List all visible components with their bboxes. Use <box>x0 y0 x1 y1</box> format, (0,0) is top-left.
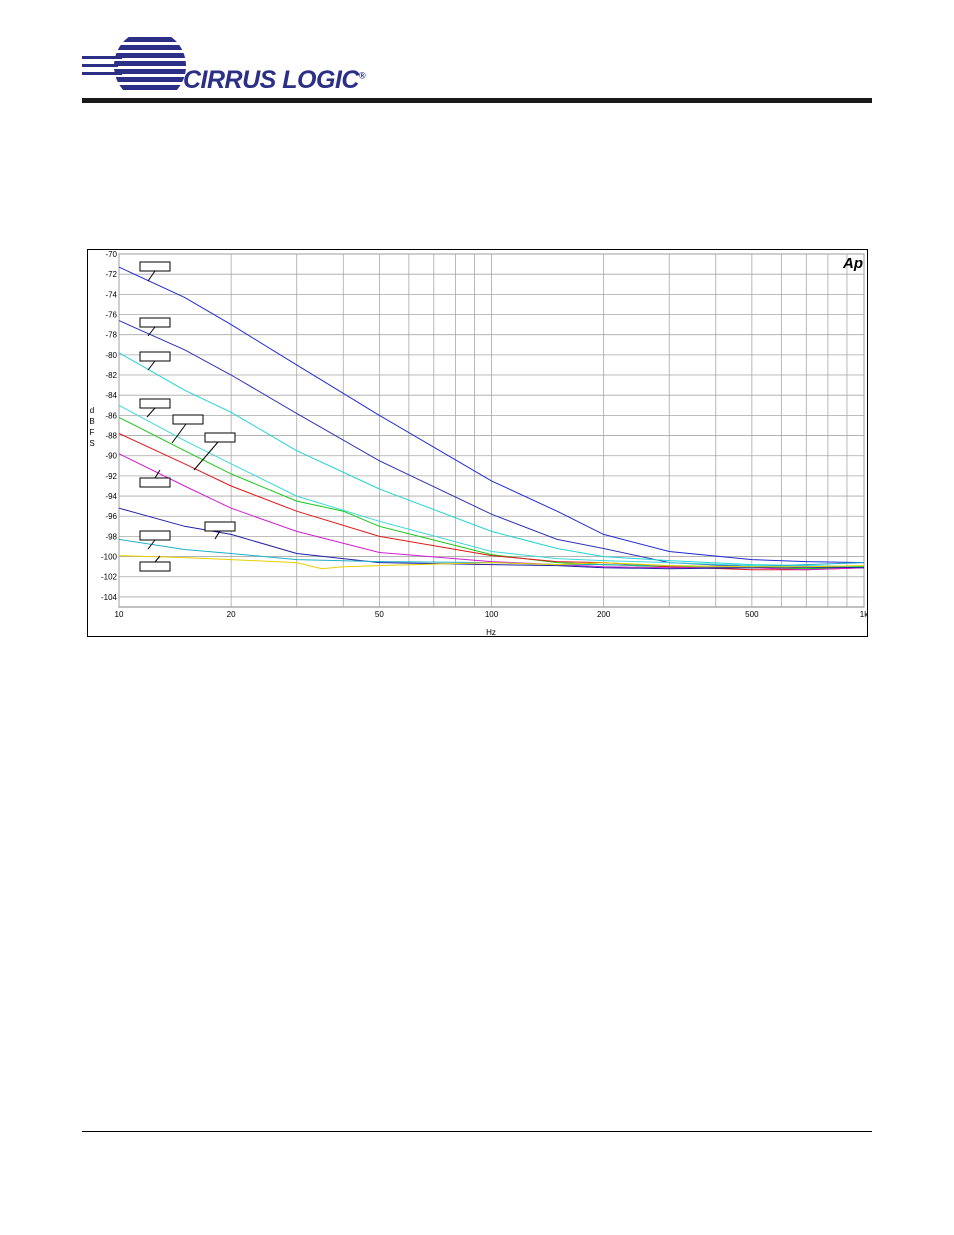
y-tick-label: -70 <box>105 250 117 259</box>
x-tick-label: 200 <box>597 610 611 619</box>
callout-leader-10 <box>154 555 161 563</box>
series-line-8 <box>118 507 865 570</box>
y-tick-label: -96 <box>105 512 117 521</box>
callout-leader-7 <box>154 469 161 479</box>
series-line-3 <box>118 352 865 568</box>
callout-leader-6 <box>193 441 219 471</box>
callout-leader-5 <box>171 423 187 444</box>
ap-badge: Ap <box>842 255 863 272</box>
y-tick-label: -100 <box>101 553 118 562</box>
y-tick-label: -82 <box>105 371 117 380</box>
y-axis-letter: B <box>89 417 94 426</box>
footer-divider <box>82 1131 872 1132</box>
x-tick-labels: 10 20 50 100 200 500 1k <box>115 610 870 619</box>
callout-box-8 <box>204 521 236 532</box>
callout-leader-3 <box>147 360 156 371</box>
chart-grid <box>118 253 865 608</box>
y-tick-label: -98 <box>105 532 117 541</box>
callout-box-2 <box>139 317 171 328</box>
y-tick-label: -88 <box>105 432 117 441</box>
y-tick-label: -92 <box>105 472 117 481</box>
callout-box-7 <box>139 477 171 488</box>
callout-box-9 <box>139 530 171 541</box>
callout-box-10 <box>139 561 171 572</box>
series-line-6 <box>118 433 865 571</box>
brand-wordmark: CIRRUS LOGIC® <box>183 66 366 95</box>
y-tick-label: -86 <box>105 411 117 420</box>
callout-leader-2 <box>147 326 156 337</box>
header-divider <box>82 98 872 103</box>
callout-leader-9 <box>147 539 156 550</box>
y-tick-label: -78 <box>105 331 117 340</box>
y-tick-label: -74 <box>105 290 117 299</box>
callout-box-3 <box>139 351 171 362</box>
series-line-4 <box>118 404 864 568</box>
y-axis-letter: d <box>90 406 94 415</box>
y-axis-letter: F <box>90 428 95 437</box>
brand-name: CIRRUS LOGIC <box>183 66 359 94</box>
x-tick-label: 100 <box>485 610 499 619</box>
y-tick-label: -80 <box>105 351 117 360</box>
x-axis-label: Hz <box>486 628 496 637</box>
callout-box-6 <box>204 432 236 443</box>
callout-leader-4 <box>146 407 156 418</box>
registered-mark: ® <box>358 70 366 81</box>
callout-box-4 <box>139 398 171 409</box>
x-tick-label: 50 <box>375 610 384 619</box>
chart-series-group <box>118 266 865 571</box>
x-tick-label: 500 <box>745 610 759 619</box>
y-axis-letter: S <box>89 439 94 448</box>
y-tick-label: -104 <box>101 593 118 602</box>
chart-callouts <box>139 261 236 572</box>
cirrus-logic-logo <box>80 34 370 98</box>
y-tick-label: -94 <box>105 492 117 501</box>
x-tick-label: 20 <box>227 610 236 619</box>
chart-frame <box>87 249 868 637</box>
callout-box-1 <box>139 261 171 272</box>
y-tick-label: -72 <box>105 270 117 279</box>
y-tick-label: -84 <box>105 391 117 400</box>
y-tick-label: -102 <box>101 573 118 582</box>
series-line-1 <box>118 266 865 564</box>
callout-leader-1 <box>147 270 156 282</box>
callout-leader-8 <box>214 530 221 540</box>
series-line-10 <box>118 555 865 570</box>
y-tick-labels: -70 -72 -74 -76 -78 -80 -82 -84 -86 -88 -90 -92 -94 -… <box>101 250 118 602</box>
x-tick-label: 10 <box>115 610 124 619</box>
y-tick-label: -90 <box>105 452 117 461</box>
x-tick-label: 1k <box>860 610 869 619</box>
callout-box-5 <box>172 414 204 425</box>
y-tick-label: -76 <box>105 311 117 320</box>
logo-swoosh-icon <box>82 37 186 90</box>
